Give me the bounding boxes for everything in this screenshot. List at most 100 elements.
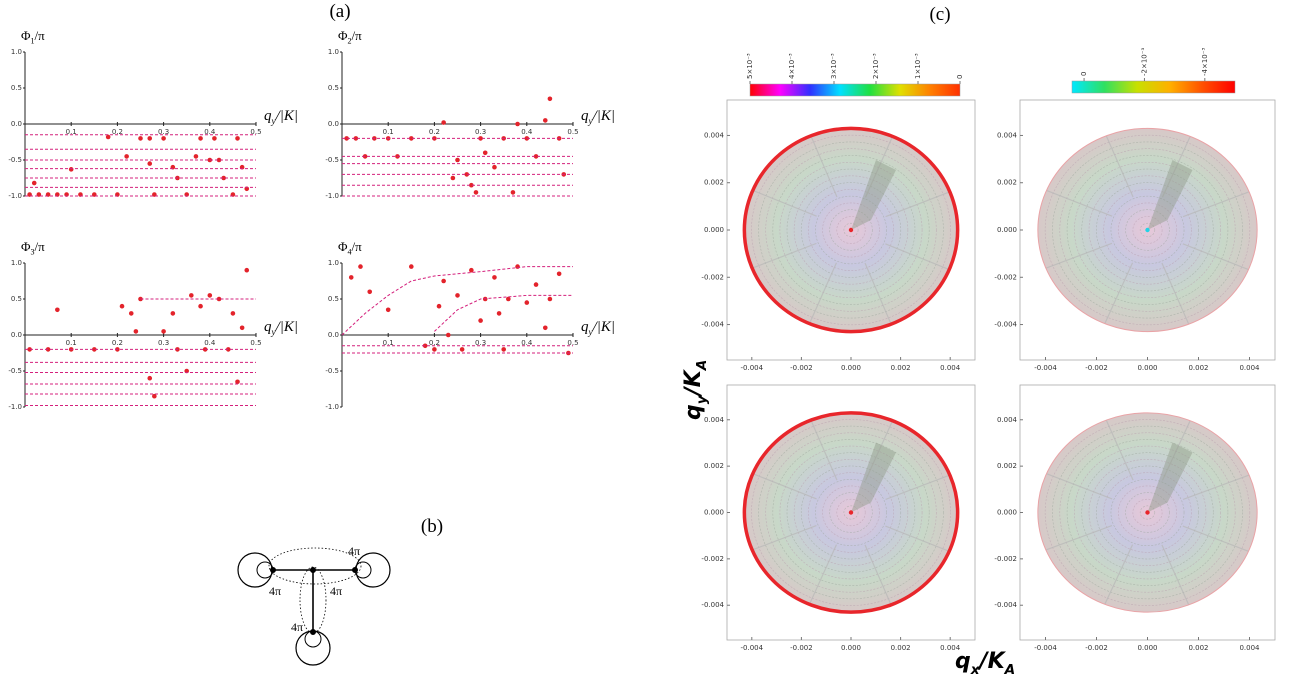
data-point — [92, 347, 97, 352]
data-point — [464, 172, 470, 177]
y-tick-label: 0.0 — [11, 120, 22, 128]
texture-ring — [751, 134, 951, 326]
texture-spoke — [1161, 420, 1191, 481]
y-tick-label: -0.5 — [8, 367, 22, 375]
disk-rim — [742, 126, 960, 334]
data-point — [198, 136, 203, 141]
data-point — [469, 267, 474, 273]
data-point — [225, 347, 231, 352]
y-tick-label: 0.002 — [704, 462, 724, 470]
texture-ring — [1096, 182, 1199, 278]
data-point — [68, 167, 74, 172]
label-part: /K — [977, 649, 1007, 674]
panel-label: (b) — [421, 516, 443, 537]
label-part: y — [588, 117, 594, 127]
texture-ring — [793, 175, 909, 285]
colorbar — [749, 83, 961, 97]
center-point — [848, 510, 854, 515]
x-tick-label: 0.3 — [475, 128, 486, 136]
data-point — [409, 264, 414, 269]
label-part: Φ — [21, 239, 31, 254]
data-point — [27, 347, 32, 352]
data-point — [358, 264, 363, 269]
label-part: q — [264, 319, 272, 335]
data-point — [147, 136, 153, 141]
label-part: y — [271, 117, 277, 127]
x-tick-label: -0.004 — [741, 364, 764, 372]
texture-ring — [758, 141, 944, 319]
y-tick-label: 1.0 — [11, 48, 22, 56]
x-tick-label: 0.000 — [1137, 364, 1157, 372]
texture-ring — [836, 498, 866, 527]
dotted-loop — [268, 547, 362, 585]
x-axis-label: qx/KA — [955, 649, 1015, 675]
label-part: /|K| — [592, 108, 615, 124]
data-point — [501, 347, 507, 352]
texture-spoke — [808, 544, 838, 605]
x-tick-label: 0.2 — [429, 339, 440, 347]
loop — [237, 552, 273, 588]
label-part: q — [581, 108, 589, 124]
x-axis-label: qy/|K| — [581, 108, 615, 127]
texture-spoke — [810, 419, 838, 481]
center-point — [1145, 510, 1150, 515]
texture-ring — [1081, 452, 1214, 573]
texture-ring — [1103, 472, 1192, 553]
y-tick-label: -0.004 — [701, 321, 724, 329]
x-axis-label: qy/|K| — [264, 108, 298, 127]
texture-ring — [786, 168, 916, 292]
texture-spoke — [1182, 474, 1250, 500]
data-point — [515, 121, 520, 127]
y-tick-label: -0.002 — [994, 555, 1017, 563]
data-point — [436, 303, 442, 309]
data-point — [235, 136, 240, 141]
data-point — [482, 150, 488, 156]
texture-ring — [1110, 195, 1185, 265]
texture-ring — [843, 505, 859, 520]
data-point — [124, 154, 129, 159]
texture-ring — [779, 445, 923, 580]
texture-spoke — [1046, 189, 1113, 217]
data-point — [239, 325, 245, 331]
texture-spoke — [751, 242, 817, 269]
texture-patch — [1147, 160, 1193, 230]
data-point — [189, 293, 194, 298]
texture-ring — [1139, 222, 1156, 238]
disk-rim — [742, 411, 960, 614]
texture-ring — [1139, 505, 1156, 520]
texture-spoke — [1046, 473, 1113, 500]
label-part: /|K| — [275, 319, 298, 335]
y-tick-label: -0.002 — [994, 273, 1017, 281]
y-tick-label: 0.5 — [11, 84, 22, 92]
y-axis-label: Φ1/π — [21, 28, 45, 46]
data-point — [478, 318, 483, 323]
label-part: Φ — [338, 239, 348, 254]
x-tick-label: 0.1 — [66, 128, 77, 136]
data-point — [207, 157, 213, 163]
y-tick-label: -1.0 — [325, 192, 339, 200]
label-part: Φ — [338, 28, 348, 43]
y-tick-label: -0.5 — [325, 367, 339, 375]
texture-ring — [1088, 175, 1207, 285]
y-axis-label: qy/KA — [681, 360, 710, 420]
data-point — [455, 293, 460, 298]
data-point — [492, 275, 497, 280]
texture-ring — [836, 216, 866, 244]
data-point — [524, 136, 530, 141]
texture-ring — [1103, 189, 1192, 271]
colorbar — [1071, 80, 1236, 94]
data-point — [344, 136, 349, 141]
texture-spoke — [1104, 262, 1134, 324]
label-part: 3 — [31, 248, 35, 257]
y-tick-label: 0.000 — [704, 509, 724, 517]
center-point — [1145, 227, 1150, 233]
texture-ring — [758, 425, 944, 600]
loop — [355, 552, 391, 588]
colorbar-tick-label: -4×10⁻³ — [1201, 48, 1209, 76]
label-part: /π — [35, 28, 46, 43]
x-tick-label: 0.002 — [891, 364, 911, 372]
center-point — [848, 227, 854, 233]
x-tick-label: 0.4 — [204, 128, 216, 136]
texture-spoke — [808, 262, 838, 324]
colorbar-tick-label: 4×10⁻³ — [788, 53, 796, 79]
